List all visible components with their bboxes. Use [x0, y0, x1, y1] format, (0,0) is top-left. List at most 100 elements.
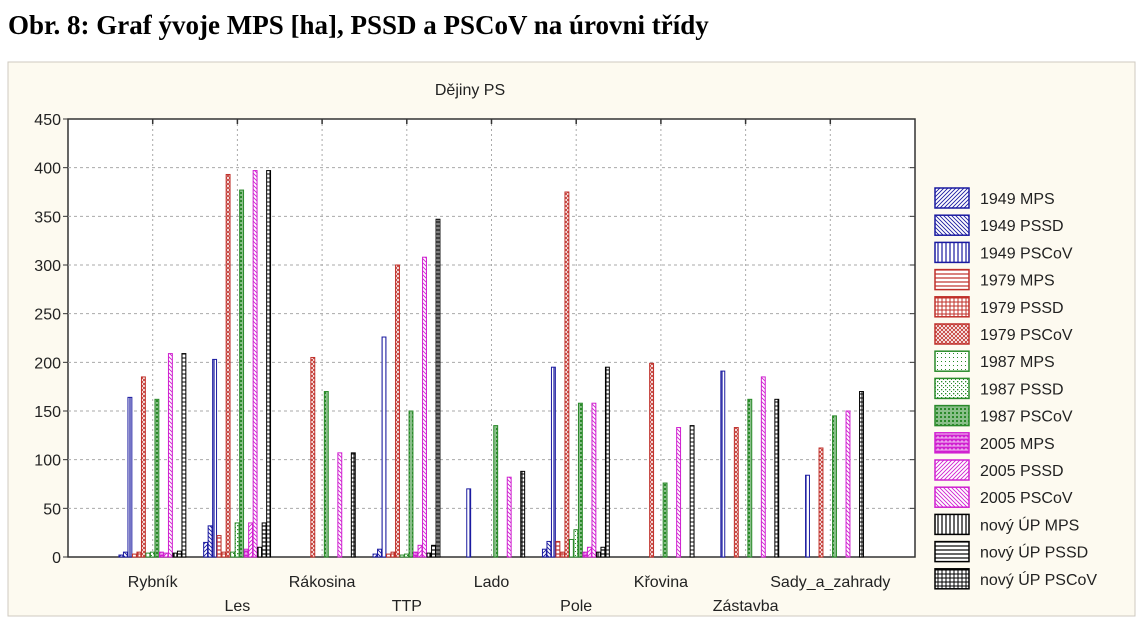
bar: [689, 425, 695, 558]
legend-label: 2005 PSSD: [980, 463, 1064, 480]
legend-label: 1949 PSCoV: [980, 245, 1073, 262]
legend-label: 1949 PSSD: [980, 218, 1064, 235]
legend-label: nový ÚP PSCoV: [980, 570, 1097, 589]
legend-label: 2005 MPS: [980, 436, 1055, 453]
bar: [167, 353, 173, 558]
bar: [426, 552, 432, 558]
bar: [399, 554, 405, 558]
legend-swatch: [934, 404, 970, 427]
legend-label: 1987 PSSD: [980, 381, 1064, 398]
bar: [649, 362, 655, 558]
bar: [337, 452, 343, 558]
bar: [577, 402, 583, 558]
bar: [506, 476, 512, 558]
x-tick-label: Rybník: [128, 574, 179, 591]
x-tick-label: Lado: [474, 574, 510, 591]
bar: [310, 356, 316, 558]
legend-label: nový ÚP MPS: [980, 515, 1079, 534]
bar: [845, 410, 851, 558]
bar: [172, 552, 178, 558]
bar: [422, 256, 427, 558]
bar: [252, 170, 258, 558]
legend-label: nový ÚP PSSD: [980, 543, 1088, 562]
bar: [203, 541, 209, 558]
bar: [390, 551, 396, 558]
x-tick-label: Rákosina: [289, 574, 356, 591]
y-tick-label: 400: [34, 161, 61, 178]
bar: [154, 398, 160, 558]
legend-swatch: [934, 268, 970, 291]
legend-swatch: [934, 377, 970, 400]
bar: [805, 474, 810, 558]
legend-swatch: [934, 241, 970, 264]
bar: [243, 548, 249, 558]
bar: [573, 529, 579, 558]
bar: [127, 396, 133, 558]
chart-title: Dějiny PS: [435, 82, 505, 99]
bar: [261, 522, 267, 558]
bar: [212, 358, 218, 558]
legend-swatch: [934, 486, 970, 508]
legend-swatch: [934, 540, 970, 563]
legend-swatch: [934, 323, 970, 345]
bar: [118, 554, 124, 558]
legend-label: 1987 MPS: [980, 354, 1055, 371]
legend-swatch: [934, 214, 970, 236]
bar: [564, 191, 570, 558]
y-tick-label: 150: [34, 404, 61, 421]
bar: [586, 546, 592, 558]
bar: [225, 173, 231, 558]
x-tick-label: Zástavba: [713, 598, 779, 615]
figure-caption: Obr. 8: Graf ývoje MPS [ha], PSSD a PSCo…: [8, 10, 709, 40]
bar: [760, 376, 766, 558]
y-tick-label: 450: [34, 112, 61, 129]
bar: [733, 427, 739, 558]
bar: [163, 552, 169, 558]
bar: [541, 548, 547, 558]
bar: [431, 544, 436, 558]
bar: [550, 366, 556, 558]
bar: [239, 189, 245, 558]
bar: [559, 551, 565, 558]
bar: [662, 482, 668, 558]
bar: [221, 551, 227, 558]
bar: [859, 391, 864, 558]
bar: [122, 551, 128, 558]
bar: [600, 546, 606, 558]
bar: [408, 410, 414, 558]
bar: [466, 488, 472, 558]
x-tick-label: Pole: [560, 598, 592, 615]
bar: [323, 391, 329, 558]
y-tick-label: 350: [34, 209, 61, 226]
bar: [404, 553, 409, 558]
bar: [140, 376, 146, 558]
legend-label: 1987 PSCoV: [980, 409, 1073, 426]
bar: [591, 402, 597, 558]
y-tick-label: 300: [34, 258, 61, 275]
legend-swatch: [934, 350, 970, 372]
legend-swatch: [934, 459, 970, 481]
bar: [818, 447, 824, 558]
legend-swatch: [934, 432, 970, 454]
y-tick-label: 0: [52, 550, 61, 567]
bar: [266, 170, 272, 558]
legend-swatch: [934, 513, 970, 536]
y-tick-label: 100: [34, 453, 61, 470]
bar: [747, 398, 753, 558]
legend-label: 1979 MPS: [980, 273, 1055, 290]
bar: [395, 264, 400, 558]
y-tick-label: 200: [34, 355, 61, 372]
bar: [377, 548, 382, 558]
bar: [493, 425, 499, 558]
bar: [774, 398, 780, 558]
bar: [257, 546, 263, 558]
bar: [435, 218, 441, 558]
bar: [595, 551, 601, 558]
legend-label: 1949 MPS: [980, 191, 1055, 208]
bar: [248, 522, 254, 558]
bar: [149, 551, 155, 558]
bar: [417, 544, 423, 558]
legend-swatch: [934, 568, 970, 590]
bar: [207, 525, 213, 558]
